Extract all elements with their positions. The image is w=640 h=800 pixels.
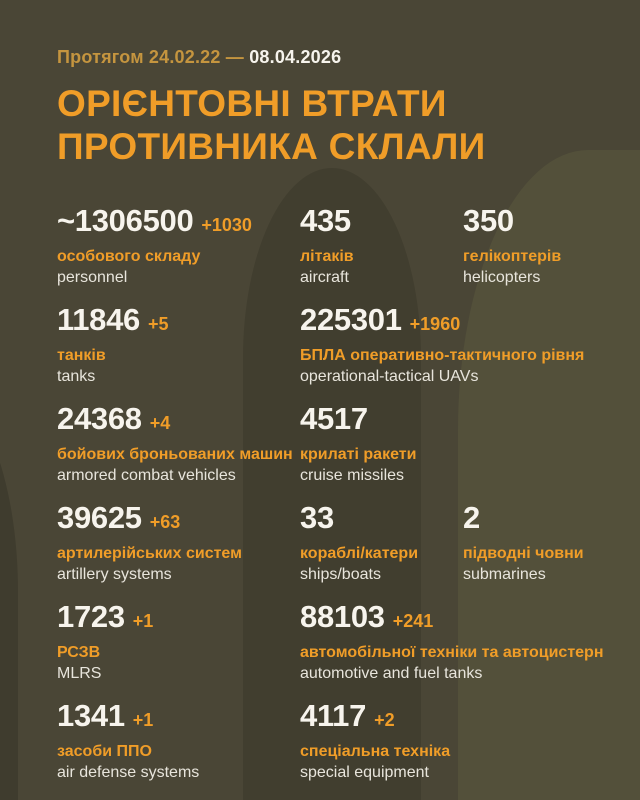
stat-mlrs: 1723 +1 РСЗВ MLRS (57, 600, 300, 684)
stat-ships: 33 кораблі/катери ships/boats (300, 501, 463, 585)
stat-value: 1723 (57, 599, 125, 634)
stat-label-en: cruise missiles (300, 467, 405, 484)
stat-value: 11846 (57, 302, 140, 337)
stat-vehicles-fuel-tanks: 88103 +241 автомобільної техніки та автоц… (300, 600, 620, 684)
stat-label-ua: автомобільної техніки та автоцистерн (300, 644, 604, 661)
stat-label-en: special equipment (300, 764, 429, 781)
stat-value: 33 (300, 500, 334, 535)
stat-value: 435 (300, 203, 351, 238)
stat-value: ~1306500 (57, 203, 194, 238)
stat-label-ua: РСЗВ (57, 644, 101, 661)
stat-delta: +63 (149, 512, 181, 532)
stat-label-en: air defense systems (57, 764, 200, 781)
bg-shell-right (458, 150, 640, 800)
stat-aircraft: 435 літаків aircraft (300, 204, 463, 288)
page-title: ОРІЄНТОВНІ ВТРАТИ ПРОТИВНИКА СКЛАЛИ (57, 82, 620, 168)
stat-value: 4117 (300, 698, 367, 733)
stat-tanks: 11846 +5 танків tanks (57, 303, 300, 387)
stat-label-ua: особового складу (57, 248, 201, 265)
stat-special-equipment: 4117 +2 спеціальна техніка special equipm… (300, 699, 620, 783)
stat-submarines: 2 підводні човни submarines (463, 501, 620, 585)
stat-label-en: armored combat vehicles (57, 467, 236, 484)
stat-delta: +241 (392, 611, 434, 631)
period-date: 08.04.2026 (249, 47, 342, 67)
page-title-line2: ПРОТИВНИКА СКЛАЛИ (57, 126, 486, 167)
period-line: Протягом 24.02.22 — 08.04.2026 (57, 47, 620, 68)
stat-label-en: MLRS (57, 665, 102, 682)
stat-label-ua: крилаті ракети (300, 446, 417, 463)
page-title-line1: ОРІЄНТОВНІ ВТРАТИ (57, 83, 447, 124)
bg-shell-center (243, 168, 421, 800)
stat-artillery: 39625 +63 артилерійських систем artillery… (57, 501, 300, 585)
stat-value: 24368 (57, 401, 142, 436)
stat-label-en: ships/boats (300, 566, 381, 583)
stat-value: 1341 (57, 698, 125, 733)
stat-label-en: artillery systems (57, 566, 172, 583)
stat-value: 4517 (300, 401, 368, 436)
stat-delta: +1030 (201, 215, 252, 235)
period-label: Протягом 24.02.22 — (57, 47, 244, 67)
stat-value: 350 (463, 203, 514, 238)
stat-delta: +2 (374, 710, 395, 730)
stat-helicopters: 350 гелікоптерів helicopters (463, 204, 620, 288)
stat-value: 88103 (300, 599, 385, 634)
stat-label-en: helicopters (463, 269, 541, 286)
stat-label-ua: спеціальна техніка (300, 743, 451, 760)
stat-value: 2 (463, 500, 480, 535)
stat-delta: +5 (148, 314, 169, 334)
stat-label-ua: кораблі/катери (300, 545, 419, 562)
stat-label-en: tanks (57, 368, 96, 385)
stat-label-ua: гелікоптерів (463, 248, 562, 265)
stat-value: 225301 (300, 302, 402, 337)
stats-grid: ~1306500 +1030 особового складу personnel… (57, 204, 620, 783)
stat-label-ua: бойових броньованих машин (57, 446, 293, 463)
stat-value: 39625 (57, 500, 142, 535)
stat-label-ua: БПЛА оперативно-тактичного рівня (300, 347, 585, 364)
stat-label-en: submarines (463, 566, 546, 583)
stat-label-ua: танків (57, 347, 106, 364)
stat-label-ua: літаків (300, 248, 354, 265)
stat-cruise-missiles: 4517 крилаті ракети cruise missiles (300, 402, 620, 486)
stat-uavs: 225301 +1960 БПЛА оперативно-тактичного р… (300, 303, 620, 387)
stat-label-ua: артилерійських систем (57, 545, 242, 562)
stat-delta: +4 (149, 413, 171, 433)
stat-label-en: automotive and fuel tanks (300, 665, 483, 682)
stat-delta: +1960 (409, 314, 461, 334)
stat-label-en: personnel (57, 269, 128, 286)
stat-delta: +1 (132, 710, 154, 730)
stat-label-ua: засоби ППО (57, 743, 152, 760)
stat-personnel: ~1306500 +1030 особового складу personnel (57, 204, 300, 288)
stat-label-en: aircraft (300, 269, 349, 286)
stat-label-ua: підводні човни (463, 545, 584, 562)
stat-air-defense: 1341 +1 засоби ППО air defense systems (57, 699, 300, 783)
stat-delta: +1 (132, 611, 154, 631)
stat-armored-vehicles: 24368 +4 бойових броньованих машин armore… (57, 402, 300, 486)
stat-label-en: operational-tactical UAVs (300, 368, 479, 385)
